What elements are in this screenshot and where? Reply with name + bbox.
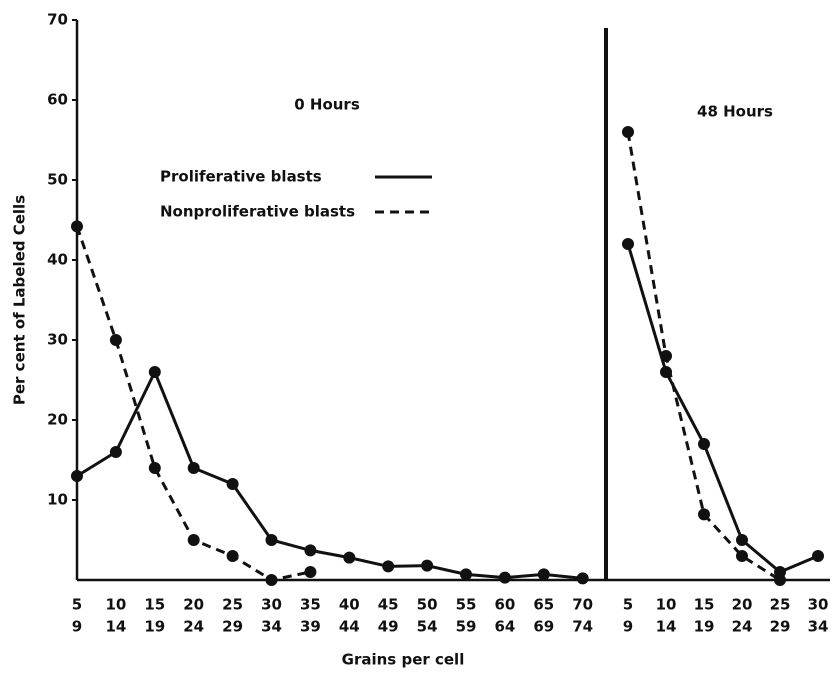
x-tick-label: 20 <box>732 596 753 614</box>
x-tick-label: 44 <box>339 618 360 636</box>
series-line <box>626 243 819 574</box>
series-line <box>76 368 583 580</box>
legend-label: Proliferative blasts <box>160 168 322 186</box>
y-tick-label: 10 <box>47 491 68 509</box>
data-point <box>421 559 434 572</box>
data-point <box>304 544 317 557</box>
data-point <box>736 550 748 562</box>
data-point <box>71 220 83 233</box>
x-tick-label: 49 <box>378 618 399 636</box>
data-point <box>226 550 239 562</box>
x-tick-label: 30 <box>808 596 829 614</box>
x-tick-label: 5 <box>623 596 633 614</box>
y-tick-label: 70 <box>47 11 68 29</box>
x-tick-label: 74 <box>572 618 593 636</box>
x-tick-label: 29 <box>770 618 791 636</box>
data-point <box>736 534 748 546</box>
y-tick-label: 40 <box>47 251 68 269</box>
y-tick-label: 20 <box>47 411 68 429</box>
x-tick-label: 35 <box>300 596 321 614</box>
x-tick-label: 50 <box>417 596 438 614</box>
x-tick-label: 34 <box>261 618 282 636</box>
data-point <box>226 478 239 490</box>
x-tick-label: 60 <box>494 596 515 614</box>
x-tick-label: 9 <box>623 618 633 636</box>
data-point <box>187 534 200 546</box>
x-tick-label: 55 <box>456 596 477 614</box>
x-tick-label: 14 <box>105 618 126 636</box>
data-point <box>304 566 317 578</box>
x-tick-label: 9 <box>72 618 82 636</box>
data-point <box>109 334 122 346</box>
panel-title: 0 Hours <box>294 96 360 114</box>
data-point <box>622 238 634 250</box>
data-point <box>698 438 710 450</box>
data-point <box>265 534 278 546</box>
x-tick-label: 69 <box>533 618 554 636</box>
x-tick-label: 15 <box>694 596 715 614</box>
data-point <box>698 508 710 521</box>
data-point <box>537 568 550 581</box>
x-tick-label: 5 <box>72 596 82 614</box>
x-axis-label: Grains per cell <box>342 651 465 669</box>
x-tick-label: 14 <box>656 618 677 636</box>
x-tick-label: 59 <box>456 618 477 636</box>
x-tick-label: 30 <box>261 596 282 614</box>
x-tick-label: 10 <box>105 596 126 614</box>
data-point <box>148 462 161 474</box>
panel-title: 48 Hours <box>697 103 773 121</box>
x-tick-label: 25 <box>770 596 791 614</box>
data-point <box>71 470 83 482</box>
x-tick-label: 25 <box>222 596 243 614</box>
data-point <box>109 446 122 458</box>
data-point <box>382 560 395 573</box>
x-tick-label: 20 <box>183 596 204 614</box>
y-tick-label: 50 <box>47 171 68 189</box>
x-tick-label: 10 <box>656 596 677 614</box>
data-point <box>265 574 278 586</box>
y-tick-label: 60 <box>47 91 68 109</box>
x-tick-label: 54 <box>417 618 438 636</box>
x-tick-label: 19 <box>694 618 715 636</box>
data-point <box>148 366 161 378</box>
data-point <box>498 571 511 584</box>
x-tick-label: 29 <box>222 618 243 636</box>
x-tick-label: 24 <box>732 618 753 636</box>
legend-label: Nonproliferative blasts <box>160 203 355 221</box>
x-tick-label: 34 <box>808 618 829 636</box>
x-tick-label: 24 <box>183 618 204 636</box>
data-point <box>343 551 356 564</box>
x-tick-label: 70 <box>572 596 593 614</box>
y-tick-label: 30 <box>47 331 68 349</box>
data-point <box>812 550 824 562</box>
data-point <box>460 568 472 581</box>
series-line <box>75 225 311 582</box>
x-tick-label: 39 <box>300 618 321 636</box>
data-point <box>622 126 634 138</box>
x-tick-label: 15 <box>144 596 165 614</box>
x-tick-label: 40 <box>339 596 360 614</box>
y-axis-label: Per cent of Labeled Cells <box>11 195 29 405</box>
data-point <box>660 350 672 362</box>
data-point <box>576 572 589 585</box>
data-point <box>187 462 200 474</box>
x-tick-label: 65 <box>533 596 554 614</box>
data-point <box>774 574 786 586</box>
x-tick-label: 45 <box>378 596 399 614</box>
x-tick-label: 19 <box>144 618 165 636</box>
x-tick-label: 64 <box>494 618 515 636</box>
